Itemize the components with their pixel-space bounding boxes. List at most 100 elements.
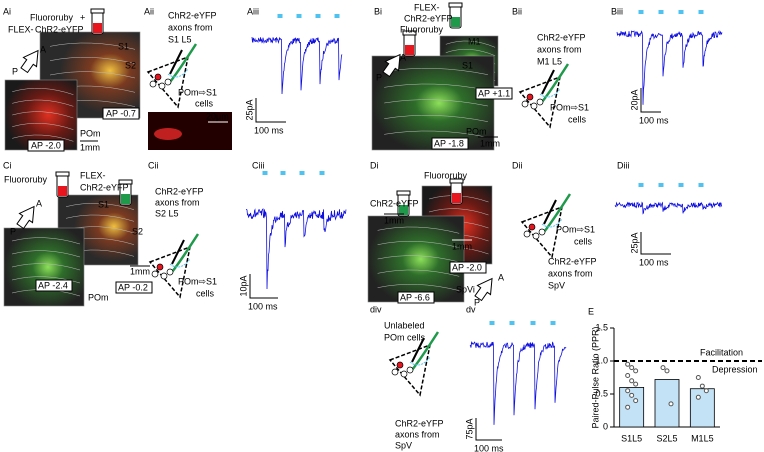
- panel-label: Ci: [3, 160, 12, 170]
- atlas-outline: [384, 99, 488, 107]
- scale-bar: [475, 418, 502, 441]
- label: SpV: [548, 280, 565, 290]
- label: AP -2.0: [452, 262, 482, 272]
- label: FLEX-: [8, 24, 34, 34]
- vial-fill: [58, 186, 67, 196]
- scale-bar: [640, 232, 671, 255]
- cell: [160, 272, 168, 280]
- data-point: [633, 398, 639, 404]
- pipette: [541, 69, 555, 95]
- cell: [149, 80, 157, 88]
- panel-label: dv: [466, 304, 476, 314]
- ephys-trace: [614, 201, 723, 215]
- label: AP -0.2: [118, 282, 148, 292]
- stimulus-marker: [489, 321, 495, 325]
- label: 1mm: [384, 215, 404, 225]
- label: S2: [125, 60, 136, 70]
- bar: [654, 379, 680, 428]
- label: axons from: [395, 429, 440, 439]
- label: AP -6.6: [400, 292, 430, 302]
- axon-branch: [539, 88, 561, 98]
- vial-fill: [93, 23, 102, 33]
- stimulus-marker: [698, 10, 704, 14]
- axon: [541, 63, 570, 103]
- stimulus-marker: [280, 171, 286, 175]
- label: ChR2-eYFP: [537, 32, 586, 42]
- ap-box: [102, 107, 140, 120]
- atlas-outline: [12, 88, 74, 95]
- annotation: Facilitation: [700, 347, 743, 357]
- label: 1mm: [452, 241, 472, 251]
- label: AP -2.0: [31, 140, 61, 150]
- label: ChR2-eYFP: [155, 186, 204, 196]
- atlas-outline: [377, 269, 460, 277]
- label: POm: [80, 128, 101, 138]
- atlas-outline: [11, 237, 81, 245]
- scale-bar: [255, 98, 286, 123]
- data-point: [660, 365, 666, 371]
- label: FLEX-: [80, 170, 106, 180]
- label: 100 ms: [254, 125, 284, 135]
- label: ChR2-eYFP: [395, 418, 444, 428]
- axon: [411, 331, 440, 371]
- label: SpV: [395, 440, 412, 450]
- panel-label: Bi: [374, 6, 382, 16]
- cell: [528, 223, 536, 231]
- cell: [166, 268, 174, 276]
- y-tick-label: 1.0: [595, 355, 608, 365]
- label: 75pA: [464, 418, 474, 439]
- label: +: [80, 12, 85, 22]
- label: AP +1.1: [478, 88, 510, 98]
- thalamus-outline: [518, 75, 562, 129]
- scale-bar: [249, 274, 278, 299]
- label: axons from: [155, 197, 200, 207]
- panel-label: E: [588, 306, 594, 316]
- atlas-outline: [11, 263, 81, 271]
- panel-label: Cii: [148, 160, 159, 170]
- y-axis-label: Paired-Pulse Ratio (PPR): [590, 326, 600, 428]
- y-tick-label: 1.5: [595, 322, 608, 332]
- data-point: [625, 361, 631, 367]
- label: 20μm: [206, 111, 229, 121]
- stimulus-marker: [296, 14, 302, 18]
- panel-label: Bii: [512, 6, 522, 16]
- label: POm: [466, 126, 487, 136]
- vial-cap: [118, 179, 133, 185]
- thalamus-outline: [388, 343, 432, 397]
- histology-image: [367, 215, 465, 303]
- cell: [530, 102, 538, 110]
- label: POm⇨S1: [178, 87, 217, 97]
- label: ChR2-eYFP: [370, 198, 419, 208]
- atlas-outline: [384, 115, 488, 122]
- atlas-outline: [377, 284, 460, 291]
- label: S1: [118, 41, 129, 51]
- label: POm⇨S1: [550, 102, 589, 112]
- cell: [154, 73, 162, 81]
- stimulus-marker: [638, 10, 644, 14]
- label: P: [474, 297, 480, 307]
- cell: [521, 100, 529, 108]
- cell: [532, 232, 540, 240]
- label: SpVi: [456, 284, 475, 294]
- atlas-outline: [384, 68, 488, 75]
- x-tick-label: M1L5: [691, 433, 714, 443]
- cell: [156, 263, 164, 271]
- label: Fluororuby: [400, 24, 444, 34]
- y-tick-label: 0: [603, 421, 608, 431]
- ap-box: [449, 261, 487, 274]
- label: axons from: [548, 268, 593, 278]
- label: 1mm: [480, 138, 500, 148]
- pipette: [171, 239, 185, 265]
- data-point: [695, 394, 701, 400]
- vial-fill: [399, 205, 408, 215]
- vial-cap: [402, 30, 417, 36]
- label: cells: [196, 288, 215, 298]
- label: 100 ms: [639, 115, 669, 125]
- panel-label: Diii: [617, 160, 630, 170]
- stimulus-marker: [658, 183, 664, 187]
- cell: [536, 98, 544, 106]
- atlas-outline: [12, 134, 74, 142]
- label: S1: [98, 199, 109, 209]
- label: P: [12, 66, 18, 76]
- atlas-outline: [49, 71, 136, 79]
